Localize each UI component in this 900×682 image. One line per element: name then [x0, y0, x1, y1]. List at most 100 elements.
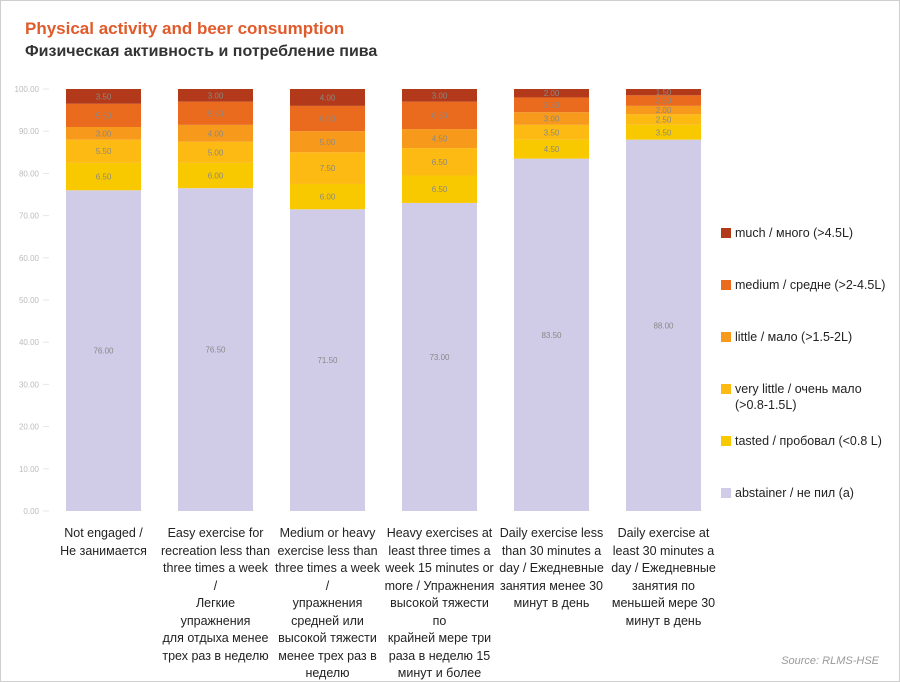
data-label: 5.50 [96, 111, 112, 120]
legend-label: abstainer / не пил (a) [735, 486, 854, 500]
bar-segment [290, 183, 365, 210]
bar-segment [514, 158, 589, 511]
bar-segment [402, 129, 477, 149]
bar-segment [290, 131, 365, 153]
legend-swatch [721, 228, 731, 238]
bar-segment [290, 89, 365, 106]
data-label: 2.00 [656, 106, 672, 115]
bar-segment [626, 105, 701, 115]
data-label: 76.50 [205, 346, 226, 355]
data-label: 76.00 [93, 347, 114, 356]
bar-segment [66, 103, 141, 127]
x-category-label: Not engaged / Не занимается [60, 526, 147, 558]
data-label: 2.00 [544, 89, 560, 98]
data-label: 4.50 [432, 135, 448, 144]
data-label: 1.50 [656, 88, 672, 97]
data-label: 3.00 [208, 91, 224, 100]
data-label: 6.50 [432, 185, 448, 194]
legend-swatch [721, 332, 731, 342]
data-label: 73.00 [429, 353, 450, 362]
bar-segment [514, 139, 589, 159]
data-label: 6.50 [432, 111, 448, 120]
x-category-label: Easy exercise for recreation less than thr… [160, 526, 271, 663]
legend-swatch [721, 488, 731, 498]
x-category-label: Daily exercise at least 30 minutes a day /… [611, 526, 716, 628]
bar-segment [402, 89, 477, 102]
legend-item: little / мало (>1.5-2L) [721, 329, 891, 345]
chart-subtitle: Физическая активность и потребление пива [25, 43, 378, 60]
bar-segment [626, 139, 701, 511]
bar-segment [178, 101, 253, 125]
legend-label: medium / средне (>2-4.5L) [735, 278, 886, 292]
y-tick-label: 20.00 [19, 423, 40, 432]
data-label: 6.50 [432, 158, 448, 167]
data-label: 71.50 [317, 356, 338, 365]
x-category-label: Daily exercise less than 30 minutes a day … [499, 526, 604, 610]
legend-item: very little / очень мало (>0.8-1.5L) [721, 381, 891, 413]
data-label: 3.00 [96, 129, 112, 138]
data-label: 3.00 [432, 91, 448, 100]
legend-item: abstainer / не пил (a) [721, 485, 891, 501]
x-category-label: Medium or heavy exercise less than three t… [275, 526, 380, 680]
data-label: 6.00 [320, 115, 336, 124]
bar-segment [66, 89, 141, 104]
data-label: 4.00 [208, 129, 224, 138]
data-label: 5.00 [208, 148, 224, 157]
data-label: 3.00 [544, 115, 560, 124]
bar-segment [178, 89, 253, 102]
bar-segment [66, 139, 141, 163]
y-tick-label: 10.00 [19, 465, 40, 474]
bar-segment [402, 101, 477, 130]
legend-label: little / мало (>1.5-2L) [735, 330, 853, 344]
bar-segment [626, 114, 701, 125]
y-tick-label: 50.00 [19, 296, 40, 305]
legend-swatch [721, 384, 731, 394]
y-tick-label: 60.00 [19, 254, 40, 263]
bars [66, 89, 701, 512]
y-tick-label: 90.00 [19, 127, 40, 136]
bar-segment [514, 112, 589, 125]
bar-segment [402, 148, 477, 176]
legend-item: much / много (>4.5L) [721, 225, 891, 241]
data-label: 7.50 [320, 164, 336, 173]
legend-label: tasted / пробовал (<0.8 L) [735, 434, 882, 448]
bar-segment [626, 124, 701, 140]
legend-swatch [721, 280, 731, 290]
data-label: 6.00 [320, 193, 336, 202]
data-label: 4.00 [320, 93, 336, 102]
data-label: 6.00 [208, 172, 224, 181]
data-label: 6.50 [96, 173, 112, 182]
bar-segment [178, 124, 253, 142]
data-label: 3.50 [96, 92, 112, 101]
data-labels: 76.00 6.50 5.50 3.00 5.50 3.50 76.50 6.00 5.00 4.… [93, 88, 674, 365]
bar-segment [66, 126, 141, 140]
source-note: Source: RLMS-HSE [781, 655, 879, 667]
y-tick-label: 100.00 [15, 85, 40, 94]
y-tick-label: 0.00 [23, 507, 39, 516]
bar-segment [514, 89, 589, 98]
bar-segment [626, 89, 701, 96]
data-label: 5.50 [208, 109, 224, 118]
bar-segment [178, 162, 253, 189]
legend-item: medium / средне (>2-4.5L) [721, 277, 891, 293]
data-label: 3.50 [544, 101, 560, 110]
data-label: 2.50 [656, 116, 672, 125]
data-label: 2.50 [656, 97, 672, 106]
bar-segment [178, 141, 253, 163]
bar-segment [402, 175, 477, 203]
data-label: 5.00 [320, 138, 336, 147]
data-label: 88.00 [653, 321, 674, 330]
legend-label: much / много (>4.5L) [735, 226, 854, 240]
bar-segment [66, 162, 141, 191]
bar-segment [402, 202, 477, 511]
legend-item: tasted / пробовал (<0.8 L) [721, 433, 891, 449]
y-tick-label: 80.00 [19, 169, 40, 178]
legend-label: very little / очень мало (>0.8-1.5L) [735, 382, 862, 412]
chart-title: Physical activity and beer consumption [25, 19, 345, 38]
bar-segment [66, 190, 141, 511]
bar-segment [178, 188, 253, 512]
y-tick-label: 70.00 [19, 212, 40, 221]
data-label: 3.50 [656, 128, 672, 137]
bar-segment [290, 209, 365, 511]
